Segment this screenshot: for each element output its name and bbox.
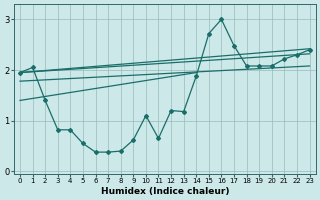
X-axis label: Humidex (Indice chaleur): Humidex (Indice chaleur) bbox=[100, 187, 229, 196]
